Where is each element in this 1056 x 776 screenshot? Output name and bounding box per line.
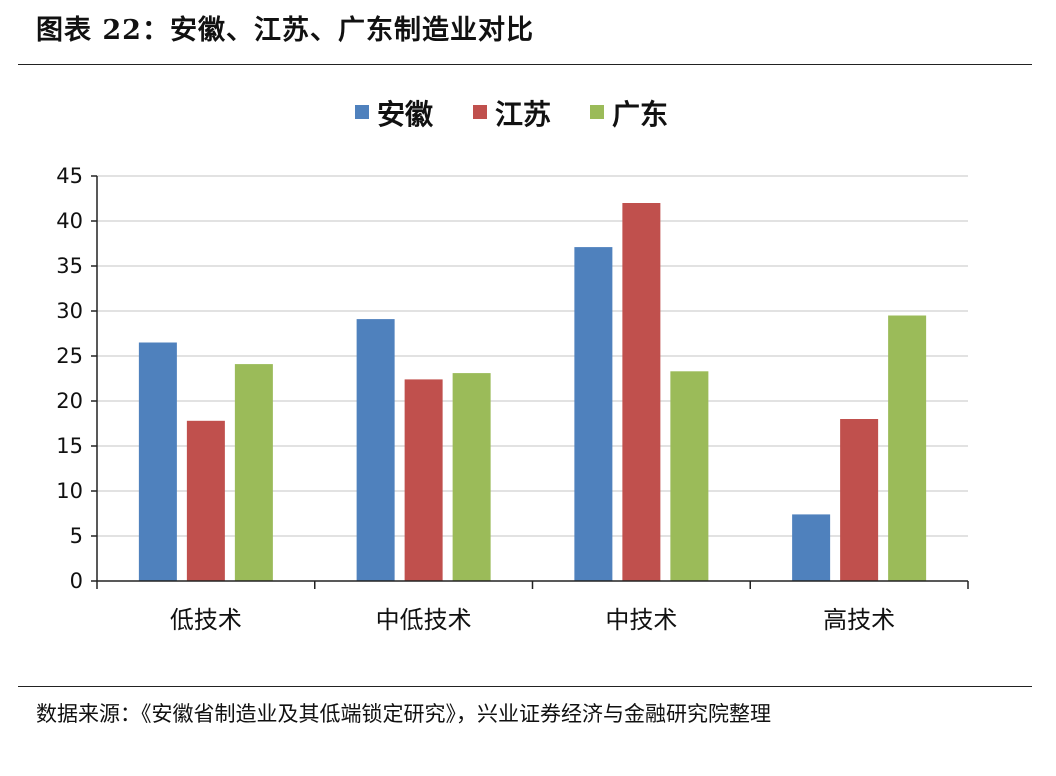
x-category-label: 低技术 [170,606,242,634]
legend-swatch-1 [355,105,369,119]
y-tick-label: 20 [56,389,83,413]
bar-1-3 [574,247,613,581]
bar-2-4 [840,419,879,581]
y-tick-label: 30 [56,299,83,323]
y-tick-label: 25 [56,344,83,368]
y-tick-label: 40 [56,209,83,233]
y-tick-label: 5 [70,524,83,548]
chart-legend: 安徽 江苏 广东 [355,98,668,131]
y-tick-label: 35 [56,254,83,278]
legend-label-1: 安徽 [377,98,434,131]
figure-title: 图表 22：安徽、江苏、广东制造业对比 [36,15,534,46]
bar-chart: 安徽 江苏 广东 0 5 10 15 20 25 30 35 40 45 低技术 中低技术 中技术 高技术 [56,98,969,634]
y-tick-label: 15 [56,434,83,458]
y-tick-label: 10 [56,479,83,503]
bar-3-2 [452,373,491,581]
bar-3-3 [670,371,709,581]
source-divider [18,686,1032,687]
chart-bars [138,203,927,581]
bar-2-1 [186,420,225,581]
legend-swatch-2 [473,105,487,119]
x-category-label: 中低技术 [376,606,472,634]
bar-3-1 [234,364,273,581]
legend-label-2: 江苏 [495,98,551,131]
x-category-label: 中技术 [605,606,677,634]
y-tick-label: 45 [56,164,83,188]
bar-2-2 [404,379,443,581]
chart-gridlines [97,175,968,537]
legend-label-3: 广东 [612,98,668,131]
x-category-label: 高技术 [823,606,895,634]
bar-1-2 [356,319,395,581]
legend-swatch-3 [590,105,604,119]
bar-2-3 [622,203,661,581]
bar-1-4 [792,514,831,581]
title-divider [18,64,1032,65]
bar-3-4 [888,315,927,581]
bar-1-1 [138,342,177,581]
source-note: 数据来源：《安徽省制造业及其低端锁定研究》，兴业证券经济与金融研究院整理 [36,702,771,726]
chart-axes: 0 5 10 15 20 25 30 35 40 45 低技术 中低技术 中技术 高技术 [56,164,969,634]
y-tick-label: 0 [70,569,83,593]
